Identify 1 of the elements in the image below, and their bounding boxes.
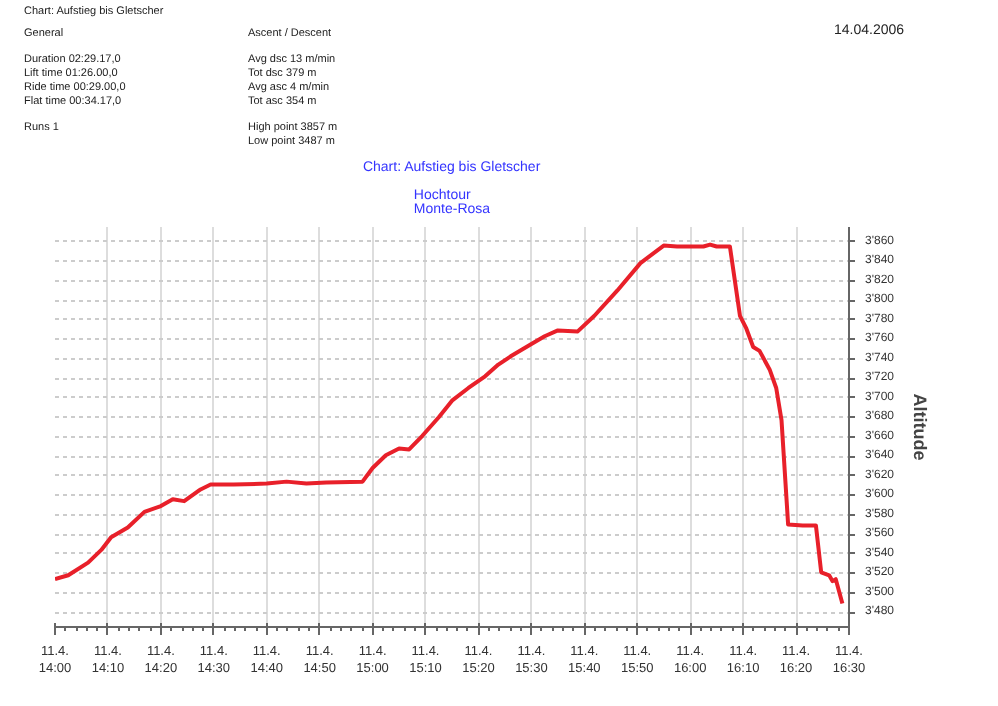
y-axis-title: Altitude	[909, 393, 930, 461]
